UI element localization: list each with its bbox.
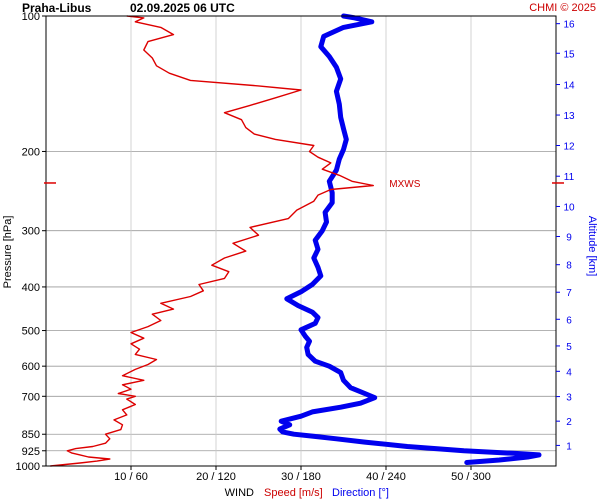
pressure-tick-label: 850 [22,429,40,441]
speed-line [50,15,374,467]
pressure-tick-label: 500 [22,326,40,338]
mxws-label: MXWS [389,179,420,190]
wind-tick-label: 20 / 120 [196,471,236,483]
speed-axis-label: Speed [m/s] [264,487,323,499]
direction-line [277,13,542,465]
altitude-tick-label: 8 [566,261,572,272]
pressure-tick-label: 100 [22,11,40,23]
altitude-axis-label: Altitude [km] [586,216,598,277]
wind-tick-label: 10 / 60 [114,471,148,483]
series-layer [50,13,542,467]
altitude-tick-label: 2 [566,417,572,428]
pressure-tick-label: 300 [22,226,40,238]
pressure-tick-label: 700 [22,391,40,403]
altitude-tick-label: 4 [566,367,572,378]
pressure-axis: 100 200 300 400 500 600 700 850 925 1000 [16,11,46,473]
chart-datetime: 02.09.2025 06 UTC [130,1,235,15]
altitude-tick-label: 12 [563,142,575,153]
altitude-tick-label: 9 [566,232,572,243]
pressure-tick-label: 200 [22,146,40,158]
altitude-tick-label: 15 [563,49,575,60]
wind-axis: 10 / 60 20 / 120 30 / 180 40 / 240 50 / 300 [114,466,491,483]
wind-tick-label: 50 / 300 [451,471,491,483]
altitude-tick-label: 13 [563,111,575,122]
altitude-tick-label: 1 [566,441,572,452]
altitude-tick-label: 6 [566,315,572,326]
altitude-tick-label: 5 [566,342,572,353]
pressure-tick-label: 600 [22,361,40,373]
altitude-tick-label: 10 [563,202,575,213]
pressure-tick-label: 1000 [16,461,40,473]
altitude-tick-label: 7 [566,288,572,299]
direction-axis-label: Direction [°] [332,487,389,499]
chart-station: Praha-Libus [22,1,92,15]
annotation-layer: MXWS [44,179,564,190]
altitude-tick-label: 14 [563,81,575,92]
chart-credit: CHMI © 2025 [529,2,596,14]
wind-tick-label: 30 / 180 [281,471,321,483]
wind-axis-title: WIND [225,487,254,499]
pressure-tick-label: 400 [22,282,40,294]
pressure-axis-label: Pressure [hPa] [2,216,14,289]
altitude-tick-label: 3 [566,393,572,404]
pressure-tick-label: 925 [22,446,40,458]
wind-tick-label: 40 / 240 [366,471,406,483]
altitude-tick-label: 16 [563,20,575,31]
altitude-tick-label: 11 [564,172,575,183]
grid [46,16,556,466]
